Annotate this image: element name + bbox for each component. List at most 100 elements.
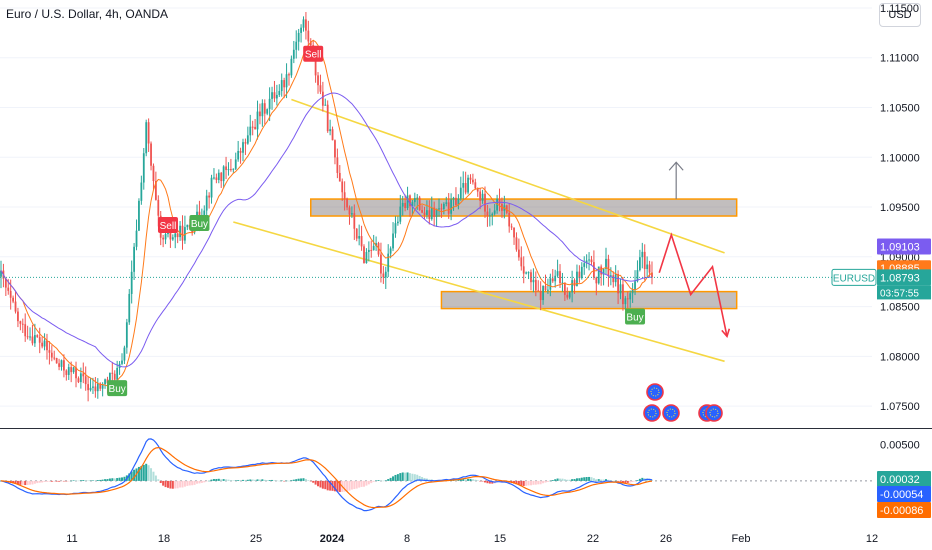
candle-body [491, 213, 494, 216]
macd-histogram-bar [263, 479, 266, 481]
macd-histogram-bar [58, 480, 61, 482]
candle-body [520, 257, 523, 267]
candle-body [65, 370, 68, 375]
candle-body [576, 271, 578, 287]
macd-histogram-bar [367, 480, 370, 485]
currency-button[interactable]: USD [879, 3, 921, 27]
macd-histogram-bar [208, 480, 211, 482]
candle-body [331, 129, 334, 141]
macd-histogram-bar [234, 480, 237, 481]
macd-histogram-bar [370, 480, 373, 484]
symbol-tag: EURUSD [833, 273, 875, 284]
candle-body [554, 275, 557, 282]
macd-histogram-bar [50, 480, 53, 482]
candle-body [266, 109, 269, 114]
candle-body [307, 30, 310, 42]
macd-histogram-bar [392, 476, 395, 481]
macd-histogram-bar [166, 480, 169, 488]
candle-body [29, 336, 31, 338]
candle-body [203, 210, 206, 218]
macd-histogram-bar [346, 480, 349, 492]
candle-body [430, 207, 433, 220]
event-circle [705, 404, 723, 422]
macd-histogram-bar [188, 480, 191, 486]
macd-histogram-bar [174, 480, 177, 489]
macd-histogram-bar [474, 479, 477, 481]
macd-histogram-bar [418, 475, 421, 481]
candle-body [481, 193, 484, 201]
candle-body [387, 253, 390, 272]
macd-histogram-bar [583, 477, 586, 481]
candle-body [174, 233, 177, 238]
price-tick-label: 1.11000 [880, 53, 919, 65]
candle-body [288, 74, 290, 76]
macd-histogram-bar [145, 463, 148, 481]
macd-histogram-bar [353, 480, 356, 490]
candle-body [254, 126, 256, 130]
macd-histogram-bar [147, 465, 150, 481]
candle-body [561, 282, 564, 284]
countdown-bg [877, 285, 931, 300]
macd-histogram-bar [406, 472, 409, 481]
macd-histogram-bar [333, 480, 336, 492]
candle-body [392, 233, 394, 249]
macd-histogram-bar [314, 480, 317, 485]
macd-histogram-bar [217, 478, 220, 481]
macd-histogram-bar [87, 480, 90, 482]
macd-histogram-bar [520, 480, 523, 486]
candle-body [389, 248, 392, 254]
candle-body [648, 264, 651, 273]
macd-histogram-bar [513, 480, 516, 484]
signal-buy-label: Buy [626, 313, 643, 324]
macd-histogram-bar [539, 480, 542, 485]
macd-histogram-bar [532, 480, 535, 485]
candle-body [31, 336, 34, 344]
candle-body [338, 172, 341, 182]
macd-histogram-bar [79, 480, 82, 481]
macd-histogram-bar [638, 478, 641, 481]
candle-body [33, 335, 36, 344]
candle-body [411, 202, 414, 207]
candle-body [597, 266, 600, 284]
price-tick-label: 1.07500 [880, 401, 920, 413]
candle-body [271, 92, 273, 99]
macd-histogram-bar [116, 478, 119, 481]
projection-line [658, 232, 728, 337]
macd-value-label-bg [877, 486, 931, 502]
candle-body [53, 357, 56, 359]
macd-histogram-bar [292, 479, 295, 481]
macd-histogram-bar [43, 480, 46, 482]
macd-histogram-bar [348, 480, 351, 491]
candle-body [413, 198, 416, 203]
candle-body [353, 213, 356, 229]
candle-body [225, 166, 227, 170]
macd-histogram-bar [29, 480, 32, 485]
macd-histogram-bar [113, 478, 116, 481]
price-tick-label: 1.11500 [880, 3, 919, 15]
candle-body [113, 373, 116, 380]
candle-body [367, 249, 370, 253]
macd-histogram-bar [621, 480, 624, 483]
macd-histogram-bar [624, 480, 627, 483]
macd-histogram-bar [55, 480, 58, 482]
candle-body [14, 301, 17, 312]
macd-histogram-bar [317, 480, 320, 487]
candle-body [348, 207, 351, 215]
macd-histogram-bar [471, 479, 474, 481]
candle-body [145, 122, 148, 154]
candle-body [370, 249, 373, 251]
macd-histogram-bar [585, 477, 588, 481]
candle-body [324, 104, 327, 106]
macd-histogram-bar [210, 479, 213, 481]
macd-histogram-bar [186, 480, 189, 486]
macd-histogram-bar [641, 477, 644, 481]
macd-histogram-bar [454, 480, 457, 481]
candle-body [104, 379, 106, 385]
candle-body [50, 352, 53, 358]
candle-body [116, 368, 119, 380]
macd-histogram-bar [421, 477, 424, 481]
candle-body [346, 198, 348, 208]
macd-histogram-bar [350, 480, 353, 490]
macd-histogram-bar [595, 479, 598, 481]
